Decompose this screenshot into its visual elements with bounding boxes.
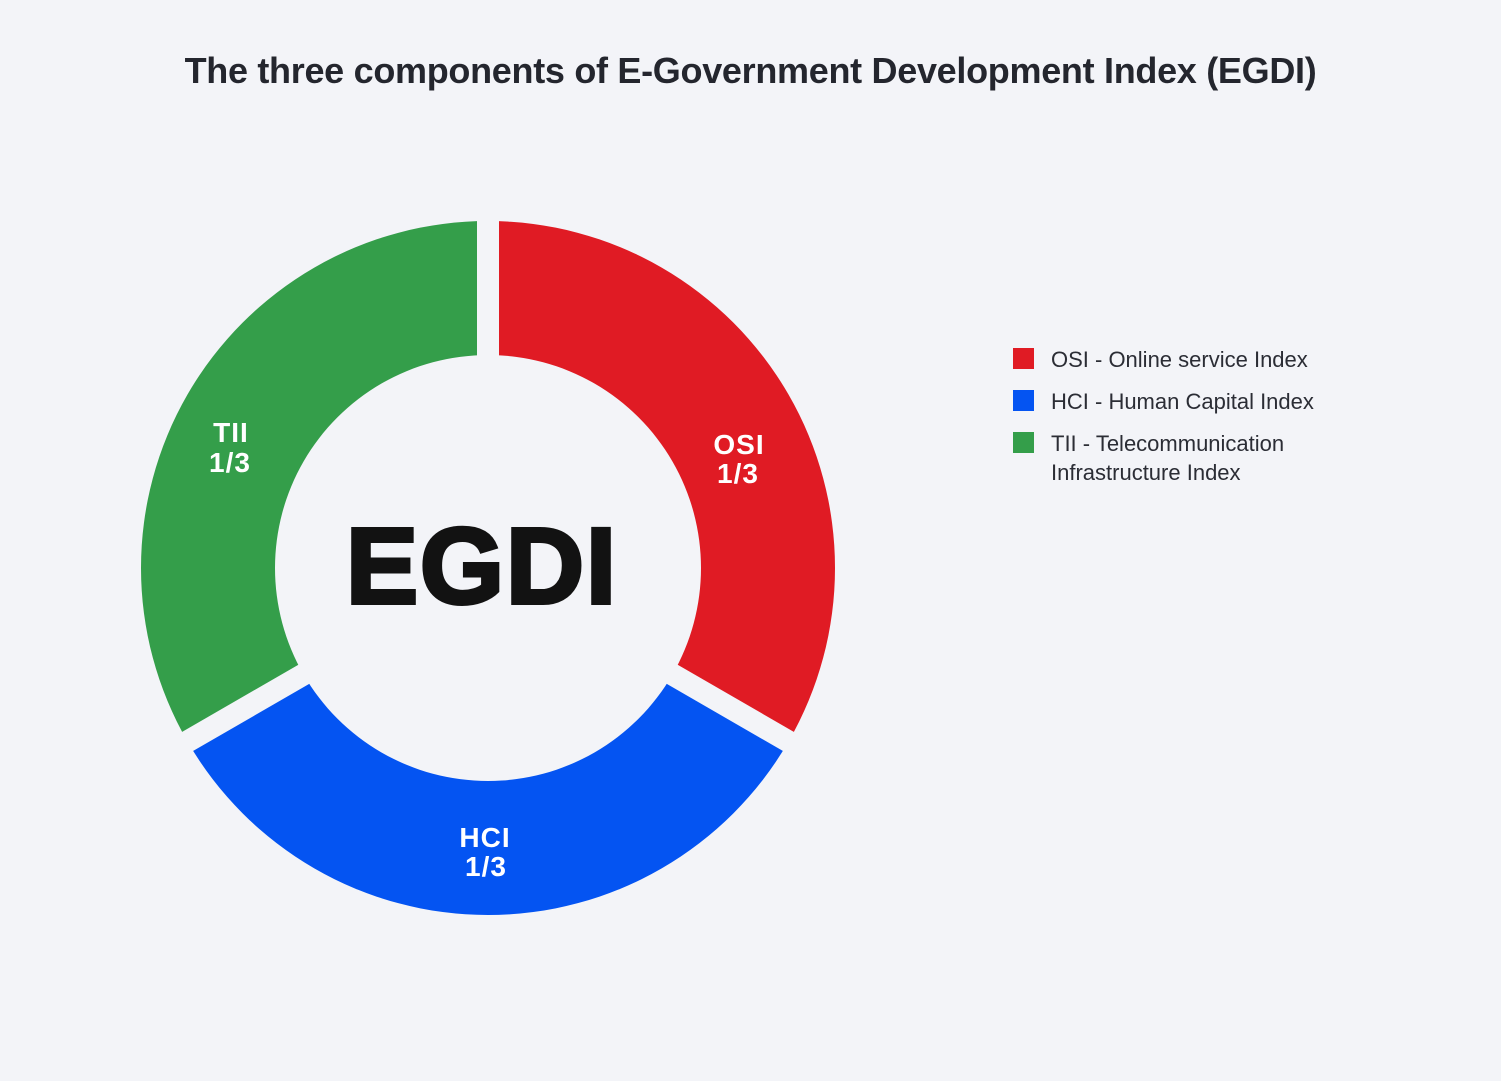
legend-swatch-hci-icon — [1013, 390, 1034, 411]
donut-chart: OSI 1/3 HCI 1/3 TII 1/3 EGDI — [141, 218, 835, 915]
legend-item-tii: TII - Telecommunication Infrastructure I… — [1013, 429, 1314, 487]
slice-tii — [141, 221, 488, 742]
slice-label-osi: OSI — [713, 429, 764, 460]
legend-item-hci: HCI - Human Capital Index — [1013, 387, 1314, 416]
page-title: The three components of E-Government Dev… — [184, 50, 1317, 91]
legend-label-tii-line2: Infrastructure Index — [1051, 460, 1241, 485]
slice-gap-lower-left — [157, 558, 494, 766]
legend-label-osi: OSI - Online service Index — [1051, 345, 1308, 374]
chart-legend: OSI - Online service Index HCI - Human C… — [1013, 345, 1314, 500]
legend-label-hci-line1: HCI - Human Capital Index — [1051, 389, 1314, 414]
legend-label-tii: TII - Telecommunication Infrastructure I… — [1051, 429, 1284, 487]
slice-value-tii: 1/3 — [209, 447, 251, 478]
legend-label-osi-line1: OSI - Online service Index — [1051, 347, 1308, 372]
slice-osi — [488, 221, 835, 742]
legend-label-hci: HCI - Human Capital Index — [1051, 387, 1314, 416]
legend-label-tii-line1: TII - Telecommunication — [1051, 431, 1285, 456]
slice-label-hci: HCI — [459, 822, 510, 853]
legend-swatch-osi-icon — [1013, 348, 1034, 369]
legend-item-osi: OSI - Online service Index — [1013, 345, 1314, 374]
slice-value-osi: 1/3 — [717, 458, 759, 489]
slice-value-hci: 1/3 — [465, 851, 507, 882]
donut-center-label: EGDI — [346, 505, 618, 626]
slice-label-tii: TII — [213, 417, 249, 448]
slice-gap-lower-right — [482, 558, 819, 766]
legend-swatch-tii-icon — [1013, 432, 1034, 453]
slice-hci — [187, 674, 789, 915]
